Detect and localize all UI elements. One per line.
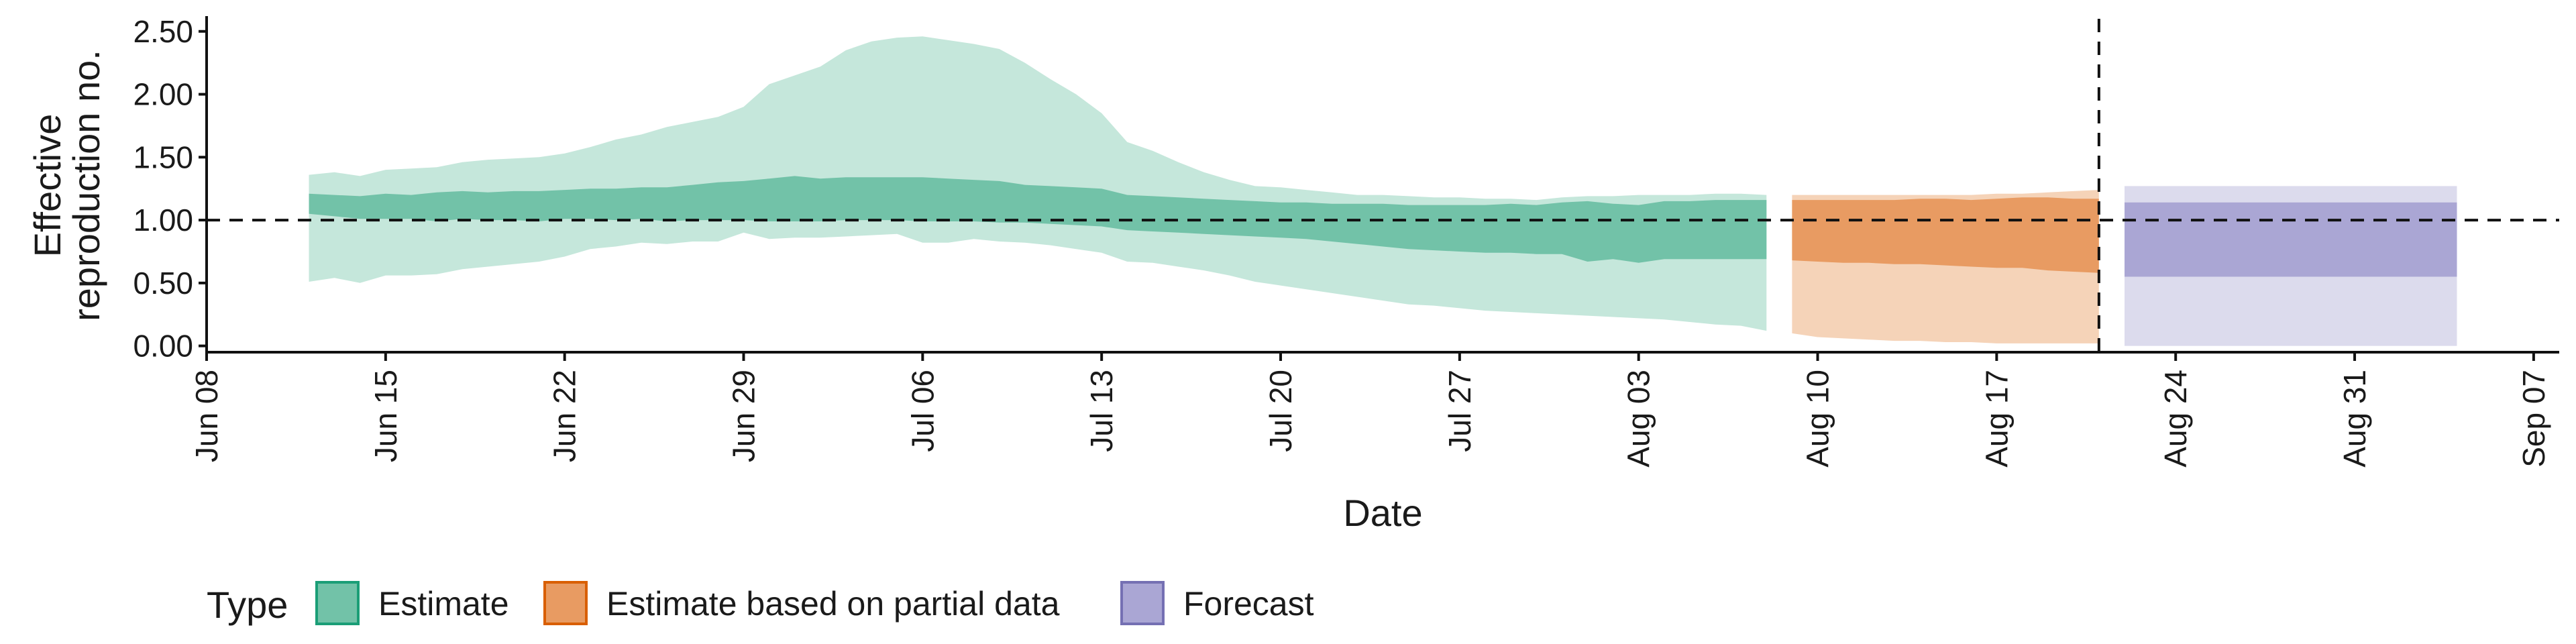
band-inner-forecast [2125, 202, 2457, 277]
x-tick-label: Aug 17 [1979, 370, 2014, 468]
band-outer-estimate [309, 36, 1767, 331]
y-axis-title-line: reproduction no. [65, 50, 107, 321]
x-axis-title: Date [1343, 492, 1422, 534]
x-axis-ticks: Jun 08 Jun 15 Jun 22 Jun 29 Jul 06 Jul 13 Jul … [189, 352, 2551, 468]
legend-label: Estimate [378, 585, 509, 623]
y-tick-label: 1.00 [133, 203, 193, 237]
band-inner-partial [1792, 197, 2099, 273]
axes [205, 16, 2559, 354]
y-axis-title: Effectivereproduction no. [26, 50, 107, 321]
x-tick-label: Jul 27 [1442, 370, 1477, 452]
y-tick-label: 1.50 [133, 140, 193, 174]
legend-key [543, 581, 588, 625]
x-tick-label: Jul 06 [905, 370, 940, 452]
x-tick-label: Jul 13 [1084, 370, 1119, 452]
legend-label: Forecast [1183, 585, 1314, 623]
y-axis-ticks: 0.00 0.50 1.00 1.50 2.00 2.50 [133, 14, 207, 364]
x-tick-label: Jun 22 [547, 370, 582, 462]
bands-layer [309, 36, 2457, 346]
x-tick-label: Jul 20 [1263, 370, 1298, 452]
legend-label: Estimate based on partial data [606, 585, 1060, 623]
y-axis-title-line: Effective [26, 114, 68, 258]
x-tick-label: Aug 03 [1621, 370, 1656, 468]
y-tick-label: 2.00 [133, 77, 193, 112]
x-tick-label: Jun 29 [727, 370, 761, 462]
y-tick-label: 2.50 [133, 14, 193, 49]
x-tick-label: Aug 24 [2158, 370, 2193, 468]
x-tick-label: Sep 07 [2516, 370, 2551, 468]
x-tick-label: Jun 08 [189, 370, 224, 462]
legend: Type Estimate Estimate based on partial d… [207, 581, 1314, 626]
legend-title: Type [207, 584, 288, 626]
y-tick-label: 0.00 [133, 329, 193, 364]
x-tick-label: Jun 15 [368, 370, 403, 462]
reference-lines [207, 19, 2559, 352]
y-tick-label: 0.50 [133, 266, 193, 301]
legend-key [1120, 581, 1165, 625]
x-tick-label: Aug 10 [1801, 370, 1835, 468]
legend-key [315, 581, 360, 625]
x-tick-label: Aug 31 [2337, 370, 2372, 468]
